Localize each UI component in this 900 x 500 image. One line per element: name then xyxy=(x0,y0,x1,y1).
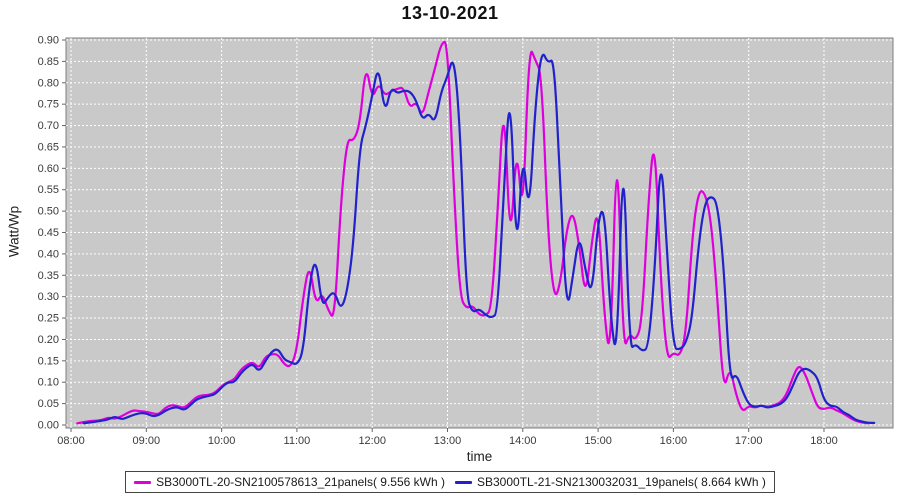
y-tick-label: 0.00 xyxy=(38,420,59,432)
legend-label-sb3000tl-20: SB3000TL-20-SN2100578613_21panels( 9.556… xyxy=(156,475,445,489)
x-tick-label: 14:00 xyxy=(509,435,537,447)
y-tick-label: 0.35 xyxy=(38,270,59,282)
y-tick-label: 0.90 xyxy=(38,35,59,47)
legend: SB3000TL-20-SN2100578613_21panels( 9.556… xyxy=(0,471,900,493)
x-tick-label: 13:00 xyxy=(434,435,462,447)
y-tick-label: 0.65 xyxy=(38,141,59,153)
legend-label-sb3000tl-21: SB3000TL-21-SN2130032031_19panels( 8.664… xyxy=(477,475,766,489)
x-tick-label: 08:00 xyxy=(57,435,85,447)
x-tick-label: 11:00 xyxy=(284,435,311,447)
y-tick-label: 0.70 xyxy=(38,120,59,132)
series-0-line-swatch-icon xyxy=(134,480,152,484)
y-tick-label: 0.45 xyxy=(38,227,59,239)
series-1-line-swatch-icon xyxy=(455,480,472,484)
y-tick-label: 0.55 xyxy=(38,184,59,196)
x-tick-label: 12:00 xyxy=(358,435,386,447)
y-tick-label: 0.50 xyxy=(38,206,59,218)
x-tick-label: 10:00 xyxy=(208,435,236,447)
x-tick-label: 15:00 xyxy=(584,435,612,447)
x-tick-label: 18:00 xyxy=(810,435,838,447)
legend-item-sb3000tl-20: SB3000TL-20-SN2100578613_21panels( 9.556… xyxy=(134,475,445,489)
y-tick-label: 0.75 xyxy=(38,99,59,111)
y-tick-label: 0.40 xyxy=(38,248,59,260)
series-line-1 xyxy=(82,53,876,425)
x-tick-label: 09:00 xyxy=(133,435,161,447)
series-line-0 xyxy=(76,40,869,425)
y-tick-label: 0.20 xyxy=(38,334,59,346)
y-tick-label: 0.10 xyxy=(38,377,59,389)
x-axis-label: time xyxy=(466,449,493,464)
legend-item-sb3000tl-21: SB3000TL-21-SN2130032031_19panels( 8.664… xyxy=(455,475,766,489)
y-tick-label: 0.30 xyxy=(38,291,59,303)
x-tick-label: 16:00 xyxy=(660,435,688,447)
y-tick-label: 0.25 xyxy=(38,313,59,325)
y-tick-label: 0.05 xyxy=(38,398,59,410)
y-tick-label: 0.15 xyxy=(38,355,59,367)
y-tick-label: 0.85 xyxy=(38,56,59,68)
chart-title: 13-10-2021 xyxy=(401,3,499,23)
y-tick-label: 0.60 xyxy=(38,163,59,175)
legend-box: SB3000TL-20-SN2100578613_21panels( 9.556… xyxy=(125,471,775,493)
y-tick-label: 0.80 xyxy=(38,77,59,89)
x-tick-label: 17:00 xyxy=(735,435,763,447)
